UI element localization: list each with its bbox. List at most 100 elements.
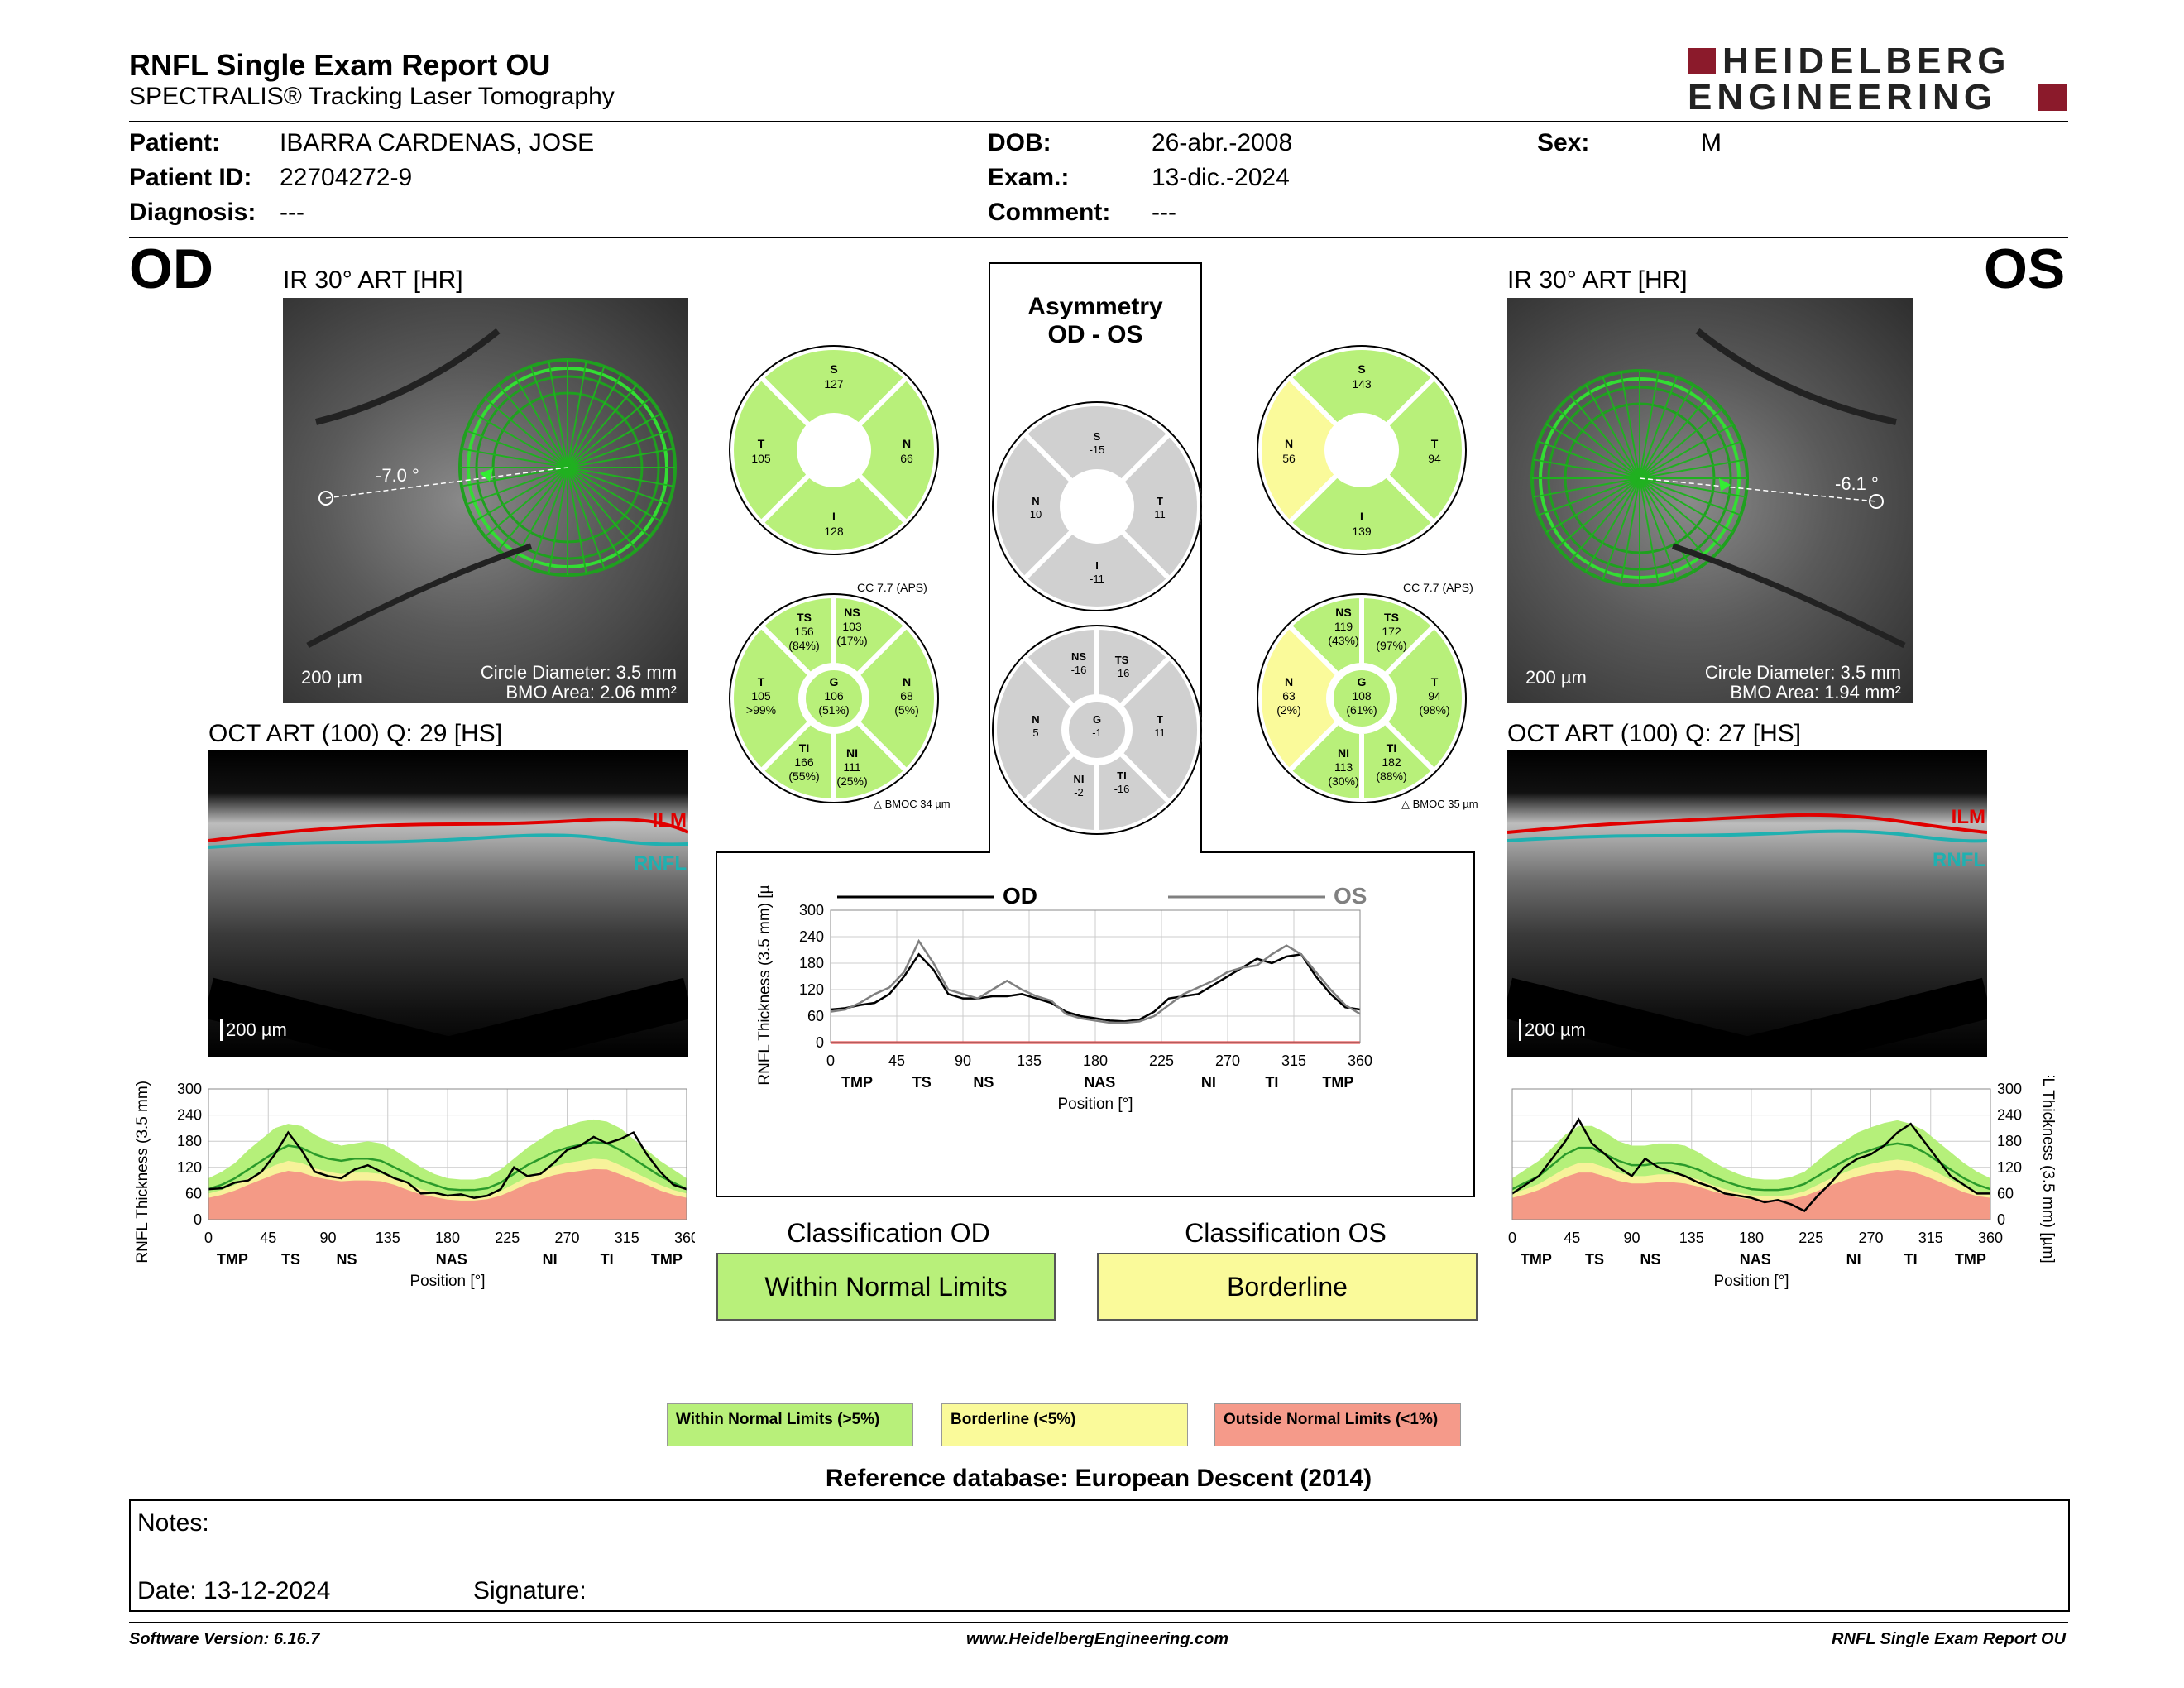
- y-tick-label: 300: [799, 902, 824, 918]
- scan-ray: [473, 467, 568, 522]
- os-quadrant-right: [1382, 374, 1467, 526]
- os-classification-box: Borderline: [1097, 1253, 1478, 1321]
- od-s-ni-pct: (25%): [836, 774, 868, 788]
- y-tick-label: 180: [177, 1133, 202, 1149]
- x-tick-label: 90: [319, 1230, 336, 1246]
- scan-ray: [1639, 477, 1741, 516]
- report-subtitle: SPECTRALIS® Tracking Laser Tomography: [129, 83, 615, 110]
- os-sextant-upper-right: [1359, 592, 1438, 679]
- scan-ray: [1556, 477, 1640, 549]
- outside-band: [1512, 1169, 1990, 1220]
- od-fundus-image[interactable]: -7.0 ° 200 µm Circle Diameter: 3.5 mm BM…: [283, 298, 688, 703]
- sector-label: TS: [1585, 1251, 1604, 1268]
- os-eye-label: OS: [1984, 237, 2066, 300]
- scan-ray: [466, 429, 568, 468]
- asym-q-s-value: -15: [1089, 444, 1105, 456]
- od-s-n: N 68 (5%): [888, 675, 925, 717]
- x-tick-label: 180: [1739, 1230, 1764, 1246]
- os-rnfl-profile-chart: 0 45 90 135 180 225 270 315 360 0 60 120 180 240 300 TM…: [1508, 1076, 2057, 1290]
- asym-sextant-lower-right: [1094, 750, 1173, 836]
- sector-label: TMP: [841, 1074, 873, 1091]
- os-bmoc-value: BMOC 35 µm: [1412, 798, 1478, 810]
- os-ilm-label: ILM: [1951, 806, 1985, 828]
- legend-od-label: OD: [1003, 885, 1037, 909]
- scan-ray: [548, 361, 568, 468]
- os-oct-scale: 200 µm: [1519, 1019, 1586, 1041]
- od-quadrant-left: [729, 374, 813, 526]
- asym-s-g-value: -1: [1092, 727, 1102, 739]
- os-s-n-value: 63: [1282, 689, 1296, 703]
- sector-label: TMP: [1955, 1251, 1986, 1268]
- y-tick-label: 240: [177, 1107, 202, 1124]
- os-fundus-image[interactable]: -6.1 ° 200 µm Circle Diameter: 3.5 mm BM…: [1507, 298, 1913, 703]
- od-s-t-value: 105: [751, 689, 771, 703]
- od-s-g-value: 106: [824, 689, 844, 703]
- scan-ray: [567, 366, 606, 468]
- x-tick-label: 90: [955, 1053, 971, 1069]
- od-ir-title: IR 30° ART [HR]: [283, 266, 463, 294]
- sector-label: TI: [1904, 1251, 1918, 1268]
- y-tick-label: 300: [1997, 1081, 2022, 1097]
- os-sextant-right: [1382, 622, 1467, 774]
- x-tick-label: 90: [1623, 1230, 1640, 1246]
- scan-ray: [1602, 376, 1640, 479]
- od-s-ni: NI 111 (25%): [834, 746, 870, 789]
- od-q-t-value: 105: [751, 452, 771, 465]
- sex-value: M: [1701, 129, 1722, 156]
- od-scale: 200 µm: [301, 667, 362, 688]
- x-tick-label: 225: [495, 1230, 520, 1246]
- os-s-g-value: 108: [1352, 689, 1372, 703]
- scan-ray: [567, 448, 674, 468]
- od-ilm-label: ILM: [652, 809, 687, 832]
- os-s-t-value: 94: [1428, 689, 1441, 703]
- od-s-n-name: N: [902, 675, 912, 688]
- os-s-g-pct: (61%): [1346, 703, 1377, 717]
- x-tick-label: 360: [1978, 1230, 2003, 1246]
- asym-q-i-value: -11: [1090, 573, 1104, 585]
- od-bmoc: △ BMOC 34 µm: [874, 798, 951, 810]
- scan-ray: [466, 467, 568, 506]
- scan-ray: [513, 373, 568, 468]
- scan-ray: [1639, 384, 1694, 479]
- od-quadrant-bottom: [758, 471, 910, 555]
- footer-divider: [129, 1622, 2068, 1623]
- y-tick-label: 60: [1997, 1185, 2014, 1201]
- os-sextant-upper-left: [1286, 592, 1364, 679]
- scan-ray: [1639, 477, 1710, 562]
- y-axis-label: RNFL Thickness (3.5 mm) [µm]: [756, 885, 774, 1086]
- os-s-ns-pct: (43%): [1328, 634, 1359, 647]
- os-s-t-name: T: [1430, 675, 1439, 688]
- od-s-ns-value: 103: [842, 620, 862, 633]
- os-s-n-pct: (2%): [1276, 703, 1301, 717]
- scan-ray: [1533, 458, 1640, 479]
- sector-label: TMP: [1521, 1251, 1552, 1268]
- os-s-ni-pct: (30%): [1328, 774, 1359, 788]
- os-s-n: N 63 (2%): [1271, 675, 1307, 717]
- report-title: RNFL Single Exam Report OU: [129, 48, 551, 82]
- footer-website[interactable]: www.HeidelbergEngineering.com: [966, 1630, 1229, 1648]
- x-tick-label: 45: [888, 1053, 905, 1069]
- asymmetry-title: Asymmetry: [1027, 293, 1163, 320]
- sector-outline: [1257, 345, 1467, 555]
- asym-q-n-value: 10: [1029, 508, 1042, 520]
- os-s-ni-name: NI: [1338, 746, 1349, 760]
- os-oct-bscan[interactable]: ILM RNFL 200 µm: [1507, 750, 1987, 1057]
- y-tick-label: 180: [1997, 1133, 2022, 1149]
- notes-box[interactable]: Notes: Date: 13-12-2024 Signature:: [129, 1499, 2070, 1612]
- od-oct-bscan[interactable]: ILM RNFL 200 µm: [208, 750, 688, 1057]
- od-s-ts-pct: (84%): [788, 639, 820, 652]
- od-scan-circle: [306, 328, 677, 649]
- os-scan-circle: [1530, 328, 1906, 649]
- os-bmo-area: BMO Area: 1.94 mm²: [1730, 682, 1901, 703]
- od-s-ti-pct: (55%): [788, 770, 820, 783]
- asym-s-t-value: 11: [1154, 727, 1166, 739]
- asym-quadrant-right: [1118, 430, 1202, 583]
- x-tick-label: 0: [1508, 1230, 1516, 1246]
- asym-s-ts-value: -16: [1114, 667, 1130, 679]
- footer-software-version: Software Version: 6.16.7: [129, 1630, 320, 1648]
- os-rnfl-label: RNFL: [1933, 849, 1985, 871]
- od-q-n-value: 66: [900, 452, 913, 465]
- od-s-n-value: 68: [900, 689, 913, 703]
- scan-ray: [567, 361, 587, 468]
